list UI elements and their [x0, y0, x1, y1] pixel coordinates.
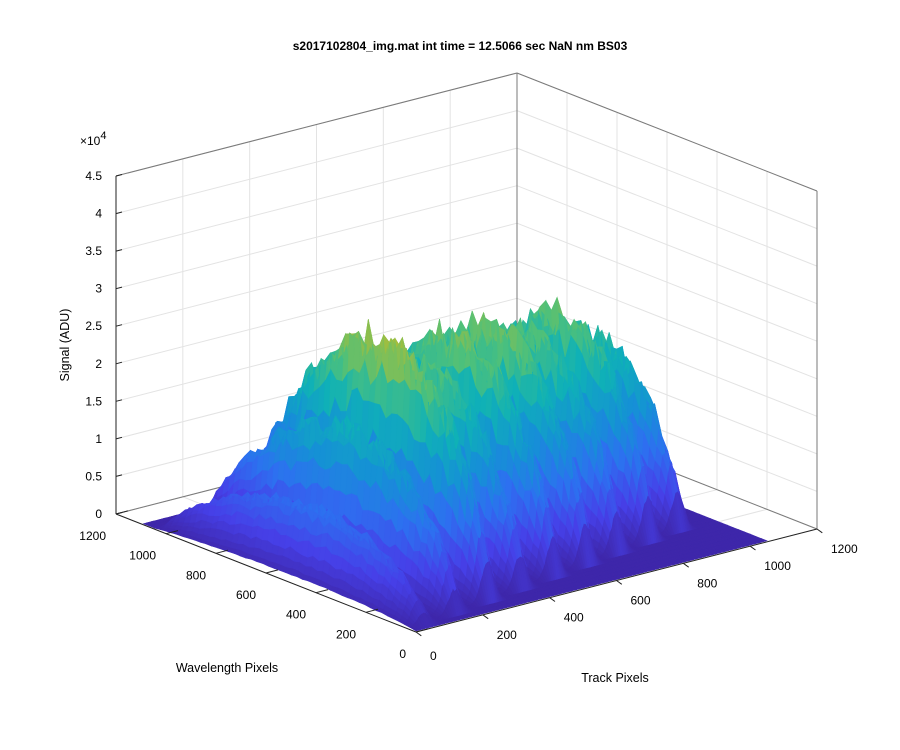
box-edge — [115, 72, 518, 177]
backwall-grid-z — [115, 297, 518, 402]
backwall-grid-z — [115, 110, 518, 215]
box-edge — [516, 72, 818, 192]
sidewall-grid-z — [516, 185, 818, 305]
sidewall-grid-z — [516, 260, 818, 380]
sidewall-grid-z — [516, 147, 818, 267]
backwall-grid-z — [115, 185, 518, 290]
sidewall-grid-z — [516, 110, 818, 230]
surface — [142, 296, 768, 632]
sidewall-grid-z — [516, 222, 818, 342]
backwall-grid-z — [115, 260, 518, 365]
sidewall-grid-z — [516, 297, 818, 417]
backwall-grid-z — [115, 222, 518, 327]
backwall-grid-z — [115, 147, 518, 252]
